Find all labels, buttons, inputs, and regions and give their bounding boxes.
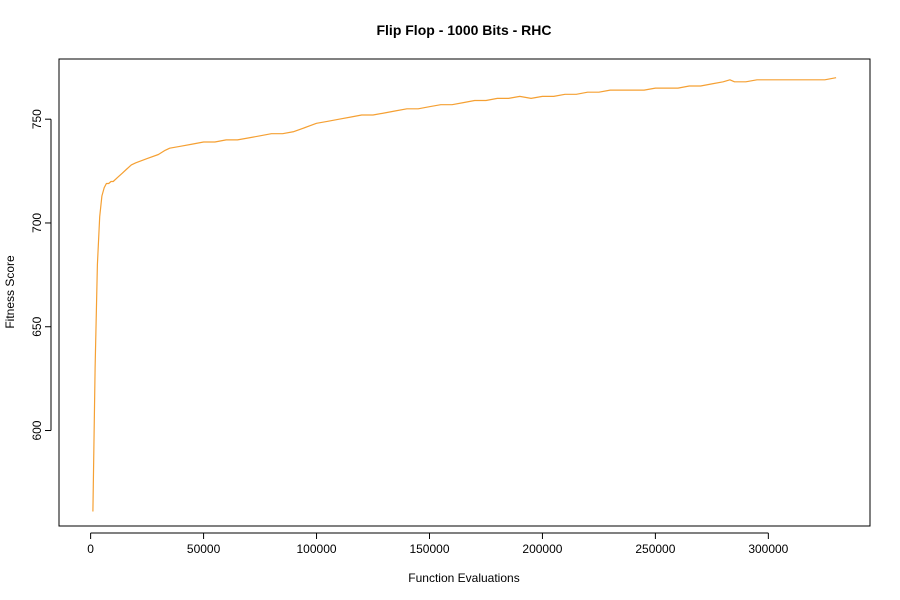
x-tick-label: 250000 bbox=[635, 542, 675, 556]
y-tick-label: 650 bbox=[30, 316, 44, 336]
x-tick-label: 0 bbox=[87, 542, 94, 556]
y-tick-label: 750 bbox=[30, 109, 44, 129]
y-tick-label: 600 bbox=[30, 420, 44, 440]
x-tick-label: 200000 bbox=[522, 542, 562, 556]
y-tick-label: 700 bbox=[30, 213, 44, 233]
plot-frame bbox=[58, 58, 871, 527]
x-tick-label: 300000 bbox=[748, 542, 788, 556]
x-tick-label: 100000 bbox=[297, 542, 337, 556]
series-layer bbox=[92, 77, 837, 512]
chart-title: Flip Flop - 1000 Bits - RHC bbox=[376, 22, 551, 38]
x-axis-label: Function Evaluations bbox=[408, 571, 519, 585]
x-tick-label: 150000 bbox=[409, 542, 449, 556]
y-axis: 600 650 700 750 bbox=[30, 109, 52, 441]
series-line bbox=[92, 77, 837, 512]
x-tick-label: 50000 bbox=[187, 542, 221, 556]
x-axis: 0 50000 100000 150000 200000 250000 300000 bbox=[87, 532, 789, 556]
y-axis-label: Fitness Score bbox=[3, 255, 17, 329]
